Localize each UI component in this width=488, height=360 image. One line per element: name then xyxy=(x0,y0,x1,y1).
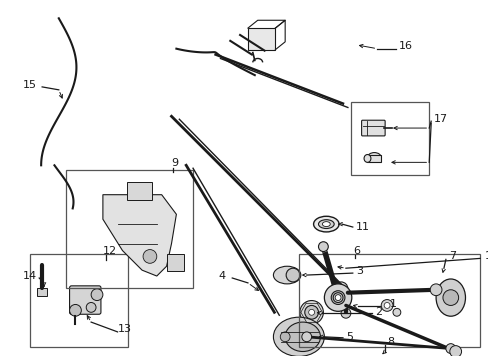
Text: 13: 13 xyxy=(117,324,131,334)
Circle shape xyxy=(69,305,81,316)
Circle shape xyxy=(318,242,327,252)
Ellipse shape xyxy=(435,279,465,316)
Circle shape xyxy=(301,332,311,342)
Text: 14: 14 xyxy=(22,271,37,281)
Bar xyxy=(350,102,428,175)
Text: 2: 2 xyxy=(375,307,382,317)
Circle shape xyxy=(429,284,441,296)
FancyBboxPatch shape xyxy=(361,120,385,136)
Circle shape xyxy=(86,302,96,312)
Circle shape xyxy=(384,302,389,309)
Ellipse shape xyxy=(318,220,333,229)
Text: 1: 1 xyxy=(389,300,396,310)
Text: 6: 6 xyxy=(352,246,359,256)
Circle shape xyxy=(334,294,340,301)
Text: 12: 12 xyxy=(102,246,117,256)
Bar xyxy=(367,154,381,162)
Circle shape xyxy=(332,293,342,302)
Text: 8: 8 xyxy=(386,337,393,347)
Text: 16: 16 xyxy=(398,41,412,51)
Circle shape xyxy=(445,344,455,354)
Bar xyxy=(247,28,275,50)
Text: 4: 4 xyxy=(218,271,225,281)
Text: 7: 7 xyxy=(448,251,455,261)
Circle shape xyxy=(318,242,327,252)
Bar xyxy=(298,253,479,347)
Ellipse shape xyxy=(367,153,381,162)
Circle shape xyxy=(333,282,347,296)
Bar xyxy=(127,182,152,199)
Text: 11: 11 xyxy=(355,222,369,232)
Text: 15: 15 xyxy=(22,80,37,90)
Ellipse shape xyxy=(363,154,370,162)
Bar xyxy=(30,253,128,347)
Polygon shape xyxy=(102,195,176,276)
Text: 9: 9 xyxy=(171,158,178,168)
Circle shape xyxy=(337,286,343,292)
FancyBboxPatch shape xyxy=(69,286,101,314)
Circle shape xyxy=(308,309,314,315)
Circle shape xyxy=(381,300,392,311)
Ellipse shape xyxy=(313,216,338,232)
Bar xyxy=(65,170,193,288)
Circle shape xyxy=(340,309,350,318)
Circle shape xyxy=(299,301,323,324)
Bar xyxy=(37,288,47,296)
Text: 5: 5 xyxy=(345,332,352,342)
Ellipse shape xyxy=(322,222,329,226)
Circle shape xyxy=(304,305,318,319)
Text: 10: 10 xyxy=(484,251,488,261)
Circle shape xyxy=(392,309,400,316)
Circle shape xyxy=(143,249,157,263)
Circle shape xyxy=(324,284,351,311)
Bar xyxy=(166,253,184,271)
Circle shape xyxy=(280,332,289,342)
Ellipse shape xyxy=(285,268,299,282)
Circle shape xyxy=(442,290,458,305)
Text: 3: 3 xyxy=(355,266,362,276)
Ellipse shape xyxy=(273,266,300,284)
Ellipse shape xyxy=(285,322,320,351)
Circle shape xyxy=(91,289,102,301)
Circle shape xyxy=(449,346,461,357)
Text: 17: 17 xyxy=(433,114,447,124)
Ellipse shape xyxy=(273,317,324,356)
Circle shape xyxy=(330,291,344,305)
